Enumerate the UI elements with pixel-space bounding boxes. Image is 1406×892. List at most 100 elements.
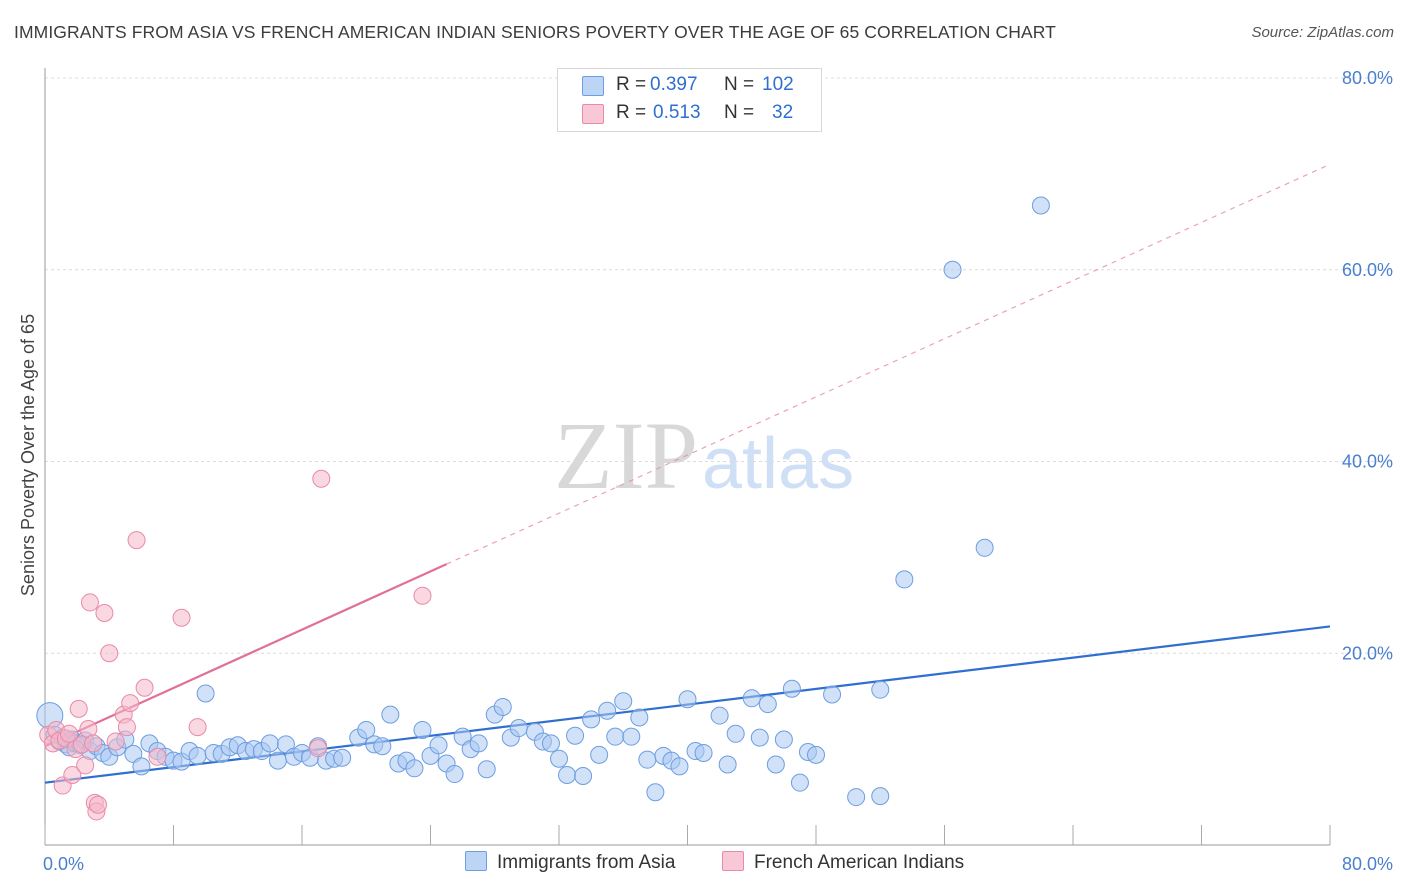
legend-row-asia: R = 0.397 N = 102 xyxy=(558,73,821,99)
legend-n-value: 32 xyxy=(772,102,794,123)
data-point-asia xyxy=(774,730,793,749)
data-point-french xyxy=(148,747,167,766)
data-point-french xyxy=(413,586,432,605)
data-point-asia xyxy=(196,684,215,703)
data-point-asia xyxy=(614,692,633,711)
watermark-zip: ZIP xyxy=(554,402,698,509)
data-point-asia xyxy=(574,766,593,785)
x-tick-label: 80.0% xyxy=(1342,854,1393,874)
data-point-french xyxy=(312,469,331,488)
data-point-french xyxy=(188,718,207,737)
data-point-french xyxy=(121,694,140,713)
data-point-asia xyxy=(188,746,207,765)
data-point-asia xyxy=(710,706,729,725)
data-point-french xyxy=(117,718,136,737)
data-point-asia xyxy=(493,697,512,716)
data-point-asia xyxy=(823,685,842,704)
data-point-asia xyxy=(381,705,400,724)
data-point-asia xyxy=(541,734,560,753)
y-tick-label: 80.0% xyxy=(1342,68,1393,88)
data-point-asia xyxy=(606,727,625,746)
data-point-french xyxy=(69,699,88,718)
data-point-asia xyxy=(871,787,890,806)
data-point-asia xyxy=(670,757,689,776)
data-point-asia xyxy=(750,728,769,747)
data-point-asia xyxy=(260,734,279,753)
data-point-asia xyxy=(566,726,585,745)
data-point-asia xyxy=(782,679,801,698)
data-point-asia xyxy=(622,727,641,746)
tick-labels: 20.0% 40.0% 60.0% 80.0% 0.0% 80.0% xyxy=(43,68,1393,874)
data-point-french xyxy=(63,766,82,785)
data-point-asia xyxy=(477,760,496,779)
data-point-asia xyxy=(1031,196,1050,215)
data-point-french xyxy=(100,644,119,663)
data-point-asia xyxy=(638,750,657,769)
legend-r-value: 0.513 xyxy=(653,102,701,123)
trend-line-french xyxy=(44,563,448,748)
bottom-legend-label-asia: Immigrants from Asia xyxy=(497,852,676,873)
data-point-asia xyxy=(807,745,825,764)
data-point-asia xyxy=(590,745,609,764)
data-point-asia xyxy=(766,755,785,774)
data-point-asia xyxy=(847,788,866,807)
data-point-asia xyxy=(550,749,568,768)
data-point-asia xyxy=(405,759,424,778)
data-point-asia xyxy=(268,751,287,770)
data-point-french xyxy=(76,756,95,775)
data-point-french xyxy=(309,739,328,758)
legend-r-label: R = xyxy=(616,74,647,95)
data-point-asia xyxy=(333,748,352,767)
data-point-asia xyxy=(758,695,777,714)
data-point-asia xyxy=(357,720,376,739)
chart-title: IMMIGRANTS FROM ASIA VS FRENCH AMERICAN … xyxy=(14,22,1056,42)
data-point-asia xyxy=(790,773,809,792)
bottom-legend-label-french: French American Indians xyxy=(754,852,965,873)
data-point-french xyxy=(172,608,191,627)
data-point-asia xyxy=(871,680,890,699)
data-points xyxy=(36,196,1050,821)
data-point-asia xyxy=(445,765,464,784)
data-point-asia xyxy=(469,734,488,753)
x-tick-label: 0.0% xyxy=(43,854,84,874)
data-point-asia xyxy=(646,783,665,802)
data-point-french xyxy=(127,531,146,550)
data-point-asia xyxy=(598,701,617,720)
data-point-asia xyxy=(413,720,432,739)
data-point-french xyxy=(95,603,114,622)
bottom-legend-french: French American Indians xyxy=(722,851,964,874)
data-point-asia xyxy=(718,755,737,774)
axes xyxy=(44,68,1331,846)
data-point-asia xyxy=(694,743,713,762)
data-point-asia xyxy=(630,708,649,727)
data-point-french xyxy=(106,732,125,751)
bottom-legend-swatch-french xyxy=(722,851,744,871)
legend: R = 0.397 N = 102 R = 0.513 N = 32 xyxy=(557,68,822,132)
data-point-french xyxy=(60,724,79,743)
data-point-french xyxy=(84,734,103,753)
y-tick-label: 60.0% xyxy=(1342,260,1393,280)
data-point-asia xyxy=(975,538,994,557)
source-credit: Source: ZipAtlas.com xyxy=(1251,24,1394,41)
legend-n-label: N = xyxy=(724,102,755,123)
bottom-legend-swatch-asia xyxy=(465,851,487,871)
trend-line-french-extension xyxy=(446,163,1331,565)
legend-swatch-asia xyxy=(582,76,604,96)
watermark-atlas: atlas xyxy=(702,424,855,504)
data-point-asia xyxy=(558,766,577,785)
data-point-asia xyxy=(895,570,914,589)
data-point-french xyxy=(80,593,99,612)
legend-row-french: R = 0.513 N = 32 xyxy=(558,101,821,127)
data-point-asia xyxy=(509,719,528,738)
grid-lines xyxy=(45,77,1395,654)
legend-r-label: R = xyxy=(616,102,647,123)
data-point-french xyxy=(89,795,108,814)
y-tick-label: 20.0% xyxy=(1342,643,1393,663)
data-point-asia xyxy=(132,757,151,776)
data-point-french xyxy=(135,678,154,697)
watermark: ZIPatlas xyxy=(554,400,854,511)
y-tick-label: 40.0% xyxy=(1342,452,1393,472)
data-point-asia xyxy=(429,736,448,755)
legend-r-value: 0.397 xyxy=(650,74,698,95)
